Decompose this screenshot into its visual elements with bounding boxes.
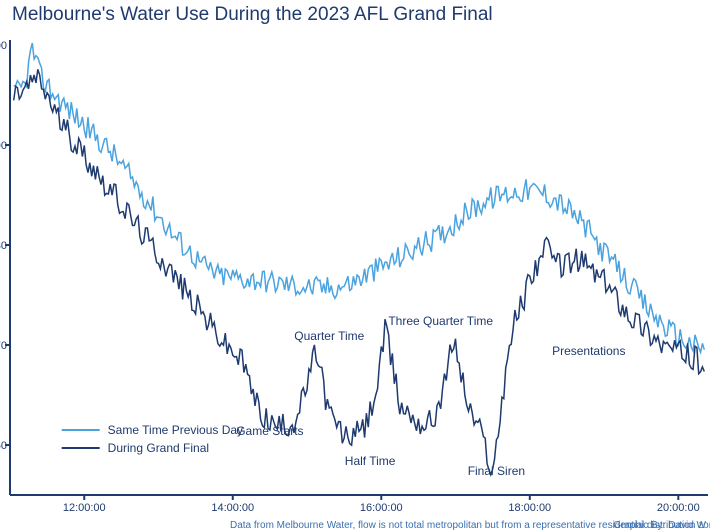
annotation-label: Three Quarter Time: [388, 314, 493, 328]
x-tick-label: 20:00:00: [657, 502, 700, 514]
x-tick-label: 14:00:00: [211, 502, 254, 514]
y-tick-label: 00: [0, 40, 7, 52]
annotation-label: Presentations: [552, 344, 625, 358]
y-tick-label: 80: [0, 240, 7, 252]
y-tick-label: 60: [0, 440, 7, 452]
footer-credit: Graphic By: David W: [613, 520, 706, 531]
annotation-label: Game Starts: [236, 424, 303, 438]
annotation-label: Final Siren: [468, 464, 525, 478]
x-tick-label: 18:00:00: [508, 502, 551, 514]
legend-label: During Grand Final: [108, 441, 209, 455]
series-grand-final: [14, 69, 705, 474]
x-tick-label: 12:00:00: [63, 502, 106, 514]
y-tick-label: 70: [0, 340, 7, 352]
y-tick-label: 90: [0, 140, 7, 152]
chart-canvas: 60 70 80 90 00 12:00:00 14:00:00 16:00:00 18:00:…: [0, 0, 710, 532]
x-tick-label: 16:00:00: [360, 502, 403, 514]
legend-label: Same Time Previous Day: [108, 423, 243, 437]
annotation-label: Half Time: [345, 454, 396, 468]
annotation-label: Quarter Time: [294, 329, 364, 343]
